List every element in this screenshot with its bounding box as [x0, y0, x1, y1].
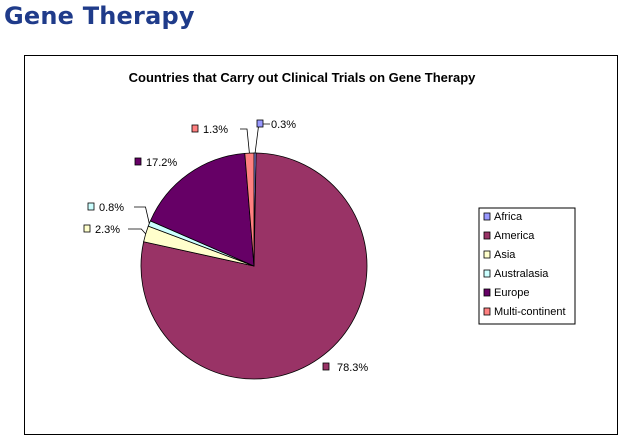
legend-label-europe: Europe [494, 287, 529, 299]
legend-label-australasia: Australasia [494, 268, 549, 280]
data-label-africa: 0.3% [271, 119, 296, 131]
legend-swatch-australasia [483, 269, 491, 278]
legend-label-america: America [494, 230, 535, 242]
data-label-multi-continent: 1.3% [203, 124, 228, 136]
legend-swatch-europe [483, 288, 491, 297]
data-label-europe: 17.2% [146, 157, 177, 169]
data-label-swatch-multi-continent [191, 124, 199, 133]
data-label-america: 78.3% [337, 362, 368, 374]
data-label-asia: 2.3% [95, 224, 120, 236]
data-label-swatch-america [322, 362, 330, 371]
legend-swatch-asia [483, 250, 491, 259]
legend-swatch-africa [483, 212, 491, 221]
leader-line-australasia [134, 206, 150, 224]
leader-line-asia [128, 228, 146, 235]
data-label-swatch-africa [256, 119, 264, 128]
pie-slices [140, 152, 368, 380]
data-label-swatch-australasia [87, 202, 95, 211]
data-label-swatch-asia [83, 224, 91, 233]
leader-line-multi-continent [240, 128, 250, 154]
data-label-swatch-europe [134, 157, 142, 166]
leader-line-africa [254, 123, 270, 154]
pie-labels: 0.3% 78.3% 2.3% 0.8% 17.2% 1.3% [83, 119, 368, 374]
legend-label-africa: Africa [494, 211, 523, 223]
legend-label-multi-continent: Multi-continent [494, 306, 566, 318]
chart-title: Countries that Carry out Clinical Trials… [129, 70, 477, 85]
legend: Africa America Asia Australasia Europe Multi-… [478, 207, 576, 325]
slice-europe [149, 152, 255, 267]
legend-swatch-multi-continent [483, 307, 491, 316]
legend-box [478, 207, 576, 325]
data-label-australasia: 0.8% [99, 202, 124, 214]
legend-swatch-america [483, 231, 491, 240]
page-title: Gene Therapy [4, 2, 195, 30]
legend-label-asia: Asia [494, 249, 516, 261]
